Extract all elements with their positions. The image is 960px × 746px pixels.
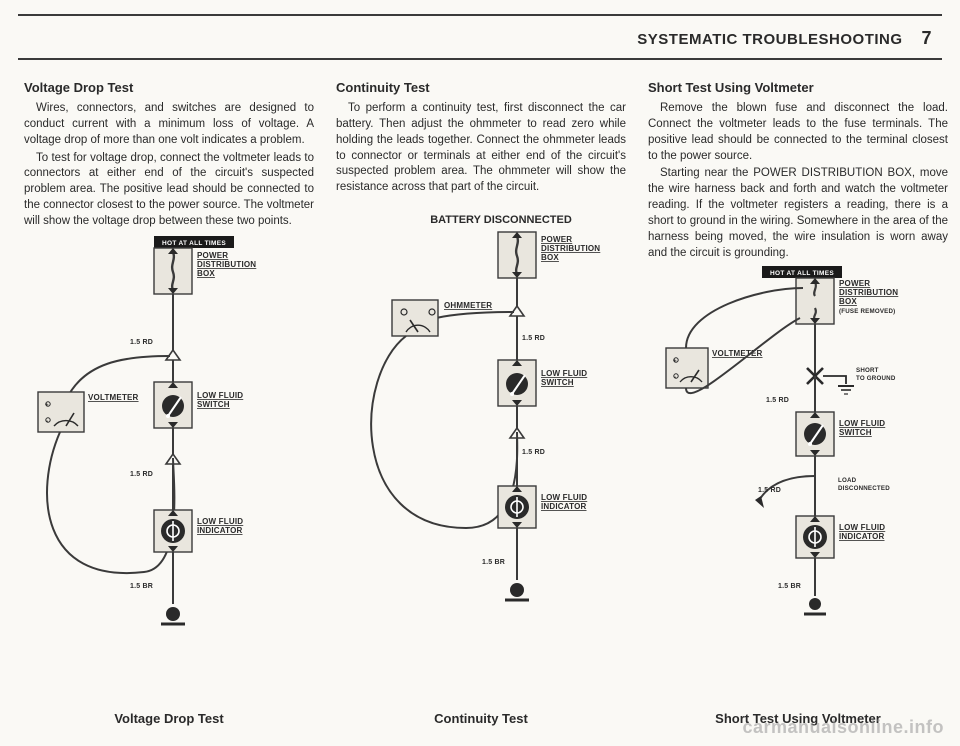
svg-text:-: - <box>674 374 676 381</box>
svg-text:POWER: POWER <box>541 235 572 244</box>
svg-text:1.5 RD: 1.5 RD <box>522 335 545 342</box>
rule-top <box>18 14 942 16</box>
svg-text:OHMMETER: OHMMETER <box>444 301 492 310</box>
svg-text:BOX: BOX <box>839 297 857 306</box>
svg-text:POWER: POWER <box>839 279 870 288</box>
svg-text:-: - <box>46 418 48 425</box>
svg-text:LOW FLUID: LOW FLUID <box>541 493 587 502</box>
svg-text:INDICATOR: INDICATOR <box>197 526 243 535</box>
svg-text:1.5 RD: 1.5 RD <box>758 487 781 494</box>
col2-heading: Continuity Test <box>336 80 626 95</box>
svg-text:BOX: BOX <box>541 253 559 262</box>
svg-text:SWITCH: SWITCH <box>197 400 230 409</box>
col1-p1: Wires, connectors, and switches are desi… <box>24 101 314 149</box>
svg-text:VOLTMETER: VOLTMETER <box>88 393 139 402</box>
svg-text:INDICATOR: INDICATOR <box>839 532 885 541</box>
svg-text:+: + <box>673 358 677 365</box>
svg-text:1.5 RD: 1.5 RD <box>766 397 789 404</box>
col-3: Short Test Using Voltmeter Remove the bl… <box>648 72 948 726</box>
col1-caption: Voltage Drop Test <box>24 711 314 726</box>
svg-text:DISTRIBUTION: DISTRIBUTION <box>197 260 256 269</box>
svg-text:DISTRIBUTION: DISTRIBUTION <box>839 288 898 297</box>
svg-text:TO GROUND: TO GROUND <box>856 375 896 382</box>
svg-text:LOW FLUID: LOW FLUID <box>197 391 243 400</box>
col1-figure: HOT AT ALL TIMES POWER DISTRIBUTION BOX … <box>24 232 314 705</box>
svg-text:LOW FLUID: LOW FLUID <box>839 523 885 532</box>
col-1: Voltage Drop Test Wires, connectors, and… <box>24 72 314 726</box>
svg-text:LOAD: LOAD <box>838 477 857 484</box>
svg-text:HOT AT ALL TIMES: HOT AT ALL TIMES <box>162 240 226 247</box>
svg-text:SHORT: SHORT <box>856 367 879 374</box>
svg-text:DISTRIBUTION: DISTRIBUTION <box>541 244 600 253</box>
svg-text:BOX: BOX <box>197 269 215 278</box>
col1-p2: To test for voltage drop, connect the vo… <box>24 151 314 230</box>
svg-text:INDICATOR: INDICATOR <box>541 502 587 511</box>
col-2: Continuity Test To perform a continuity … <box>336 72 626 726</box>
header-page-number: 7 <box>921 28 932 49</box>
columns: Voltage Drop Test Wires, connectors, and… <box>24 72 936 726</box>
svg-text:1.5 BR: 1.5 BR <box>778 583 801 590</box>
svg-text:1.5 RD: 1.5 RD <box>130 471 153 478</box>
voltage-drop-diagram: HOT AT ALL TIMES POWER DISTRIBUTION BOX … <box>24 232 314 652</box>
col3-figure: HOT AT ALL TIMES POWER DISTRIBUTION BOX … <box>648 264 948 705</box>
svg-text:DISCONNECTED: DISCONNECTED <box>838 485 890 492</box>
svg-text:1.5 RD: 1.5 RD <box>522 449 545 456</box>
page-header: SYSTEMATIC TROUBLESHOOTING 7 <box>28 28 932 49</box>
svg-text:SWITCH: SWITCH <box>839 428 872 437</box>
col2-figure: POWER DISTRIBUTION BOX OHMMETER <box>336 228 626 705</box>
col3-p1: Remove the blown fuse and disconnect the… <box>648 101 948 164</box>
col1-body: Wires, connectors, and switches are desi… <box>24 101 314 232</box>
svg-text:1.5 BR: 1.5 BR <box>482 559 505 566</box>
svg-text:LOW FLUID: LOW FLUID <box>839 419 885 428</box>
header-title: SYSTEMATIC TROUBLESHOOTING <box>637 31 902 48</box>
col3-body: Remove the blown fuse and disconnect the… <box>648 101 948 264</box>
svg-text:(FUSE REMOVED): (FUSE REMOVED) <box>839 308 895 315</box>
svg-text:+: + <box>45 402 49 409</box>
short-test-diagram: HOT AT ALL TIMES POWER DISTRIBUTION BOX … <box>648 264 948 644</box>
col3-p2: Starting near the POWER DISTRIBUTION BOX… <box>648 166 948 261</box>
col1-heading: Voltage Drop Test <box>24 80 314 95</box>
col2-caption: Continuity Test <box>336 711 626 726</box>
rule-under-header <box>18 58 942 60</box>
battery-disconnected-banner: BATTERY DISCONNECTED <box>376 214 626 226</box>
svg-text:HOT AT ALL TIMES: HOT AT ALL TIMES <box>770 270 834 277</box>
col2-p1: To perform a continuity test, first disc… <box>336 101 626 196</box>
svg-text:LOW FLUID: LOW FLUID <box>197 517 243 526</box>
page: SYSTEMATIC TROUBLESHOOTING 7 Voltage Dro… <box>0 0 960 746</box>
svg-text:POWER: POWER <box>197 251 228 260</box>
svg-text:1.5 RD: 1.5 RD <box>130 339 153 346</box>
svg-text:LOW FLUID: LOW FLUID <box>541 369 587 378</box>
svg-text:SWITCH: SWITCH <box>541 378 574 387</box>
col2-body: To perform a continuity test, first disc… <box>336 101 626 198</box>
svg-text:1.5 BR: 1.5 BR <box>130 583 153 590</box>
col3-heading: Short Test Using Voltmeter <box>648 80 948 95</box>
continuity-diagram: POWER DISTRIBUTION BOX OHMMETER <box>336 228 626 628</box>
watermark: carmanualsonline.info <box>742 717 944 738</box>
